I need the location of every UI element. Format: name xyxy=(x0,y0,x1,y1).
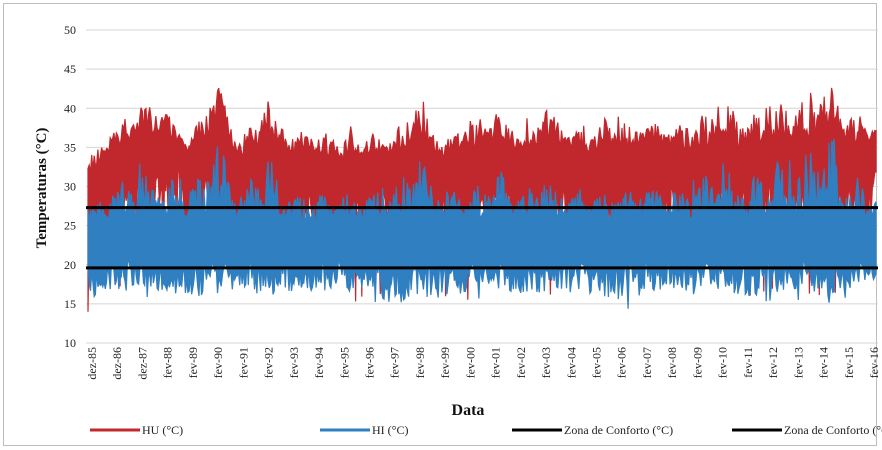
x-tick-label: fev-04 xyxy=(564,347,578,378)
x-tick-label: fev-88 xyxy=(161,347,175,378)
x-tick-label: fev-90 xyxy=(211,347,225,378)
x-tick-label: fev-07 xyxy=(640,347,654,378)
x-tick-labels: dez-85 dez-86 dez-87 fev-88 fev-89 fev-90 fev-… xyxy=(85,347,881,380)
x-tick-label: fev-08 xyxy=(665,347,679,378)
x-tick-label: dez-87 xyxy=(135,347,149,380)
x-tick-label: fev-93 xyxy=(287,347,301,378)
x-tick-label: fev-95 xyxy=(337,347,351,378)
y-axis-title: Temperaturas (°C) xyxy=(34,128,50,249)
x-tick-label: fev-15 xyxy=(842,347,856,378)
x-tick-label: fev-16 xyxy=(867,347,881,378)
x-tick-label: fev-01 xyxy=(489,347,503,378)
x-tick-label: fev-91 xyxy=(236,347,250,378)
x-tick-label: dez-85 xyxy=(85,347,99,380)
x-axis-title: Data xyxy=(452,402,485,419)
x-tick-label: fev-92 xyxy=(262,347,276,378)
x-tick-label: fev-14 xyxy=(817,347,831,378)
y-tick-label: 25 xyxy=(64,219,76,233)
x-tick-label: fev-12 xyxy=(766,347,780,378)
legend-label: HI (°C) xyxy=(372,423,408,437)
y-tick-label: 45 xyxy=(64,62,76,76)
x-tick-label: fev-94 xyxy=(312,347,326,378)
x-tick-label: fev-99 xyxy=(438,347,452,378)
x-tick-label: fev-89 xyxy=(186,347,200,378)
x-tick-label: fev-05 xyxy=(590,347,604,378)
x-tick-label: fev-03 xyxy=(539,347,553,378)
x-tick-label: fev-97 xyxy=(388,347,402,378)
x-tick-label: fev-11 xyxy=(741,347,755,378)
y-tick-label: 10 xyxy=(64,336,76,350)
y-tick-label: 40 xyxy=(64,101,76,115)
y-tick-label: 20 xyxy=(64,258,76,272)
y-tick-label: 30 xyxy=(64,180,76,194)
plot-area xyxy=(86,87,878,312)
legend-label: Zona de Conforto (°C) xyxy=(564,423,673,437)
legend-label: HU (°C) xyxy=(142,423,183,437)
legend-label: Zona de Conforto (°C) xyxy=(784,423,882,437)
y-tick-label: 35 xyxy=(64,140,76,154)
y-tick-label: 15 xyxy=(64,297,76,311)
y-tick-label: 50 xyxy=(64,23,76,37)
x-tick-label: fev-09 xyxy=(690,347,704,378)
x-tick-label: fev-00 xyxy=(463,347,477,378)
x-tick-label: fev-98 xyxy=(413,347,427,378)
legend: HU (°C) HI (°C) Zona de Conforto (°C) Zona … xyxy=(90,423,882,437)
x-tick-label: fev-10 xyxy=(716,347,730,378)
x-tick-label: fev-06 xyxy=(615,347,629,378)
x-tick-label: fev-02 xyxy=(514,347,528,378)
x-tick-label: dez-86 xyxy=(110,347,124,380)
x-tick-label: fev-13 xyxy=(791,347,805,378)
y-tick-labels: 10 15 20 25 30 35 40 45 50 xyxy=(64,23,76,350)
x-tick-label: fev-96 xyxy=(362,347,376,378)
